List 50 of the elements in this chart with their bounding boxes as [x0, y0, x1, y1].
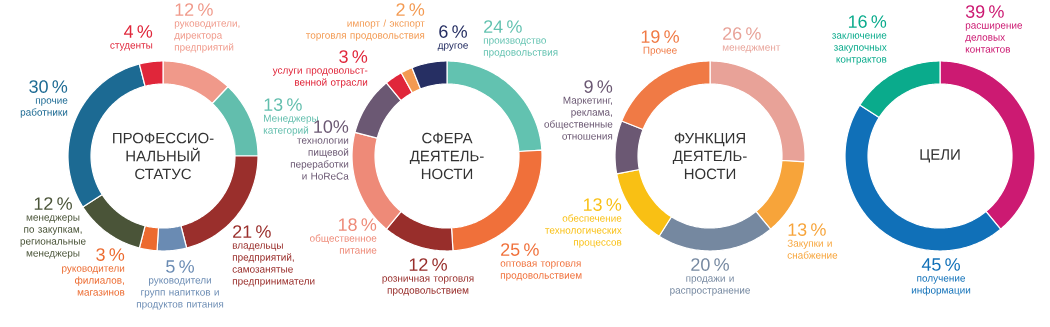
data-label: 30 %	[29, 80, 68, 93]
data-label: 2 %	[396, 3, 425, 16]
slice-label: расширение деловых контактов	[965, 23, 1023, 53]
slice-label: получение информации	[911, 276, 971, 296]
data-label: 9 %	[584, 80, 613, 93]
data-label: 3 %	[96, 248, 125, 261]
data-label: 25 %	[501, 243, 539, 256]
slice-label: руководители, директора предприятий	[174, 21, 240, 53]
data-label: 20 %	[691, 258, 729, 271]
text: ЦЕЛИ	[920, 149, 960, 163]
data-label: 13 %	[583, 198, 622, 211]
data-label: 19 %	[641, 30, 679, 43]
data-label: 16 %	[848, 15, 887, 28]
slice-label: другое	[437, 43, 468, 51]
slice-label: Прочее	[643, 46, 677, 56]
data-label: 5 %	[166, 260, 194, 273]
slice-label: студенты	[110, 43, 153, 51]
data-label: 12 %	[34, 197, 72, 210]
slice-label: технологии пищевой переработки и HoReCa	[290, 138, 349, 180]
slice-label: импорт / экспорт торговля продовольствия	[305, 19, 425, 41]
slice-label: обеспечение технологических процессов	[545, 214, 622, 248]
data-label: 21 %	[233, 225, 271, 238]
slice-label: производство продовольствия	[483, 38, 558, 58]
text: ПРОФЕССИО-НАЛЬНЫЙ СТАТУС	[113, 132, 214, 180]
data-label: 12 %	[409, 258, 447, 271]
data-label: 18 %	[338, 218, 377, 231]
data-label: 24 %	[484, 20, 522, 33]
slice-label: прочие работники	[20, 98, 68, 118]
data-label: 3 %	[339, 50, 368, 63]
text: ФУНКЦИЯ ДЕЯТЕЛЬ-НОСТИ	[672, 132, 747, 180]
slice-label: руководители филиалов, магазинов	[62, 266, 125, 296]
slice-label: услуги продовольст-венной отрасли	[272, 68, 368, 88]
slice-label: оптовая торговля продовольствием	[500, 261, 582, 281]
data-label: 6 %	[439, 25, 467, 38]
data-label: 26 %	[723, 27, 761, 40]
slice-label: руководители групп напитков и продуктов питания	[136, 278, 224, 310]
slice-label: розничная торговля продовольствием	[382, 276, 474, 296]
slice-label: продажи и распространение	[670, 276, 750, 296]
slice-label: Закупки и снабжение	[787, 239, 838, 259]
data-label: 13 %	[788, 223, 826, 236]
slice-label: заключение закупочных контрактов	[832, 33, 887, 65]
data-label: 45 %	[921, 258, 960, 271]
data-label: 12 %	[175, 3, 213, 16]
slice-label: Маркетинг, реклама, общественные отношения	[544, 96, 613, 140]
slice-label: менеджеры по закупкам, региональные менеджеры	[20, 215, 86, 259]
slice-label: менеджмент	[722, 45, 781, 53]
data-label: 4 %	[123, 25, 153, 38]
data-label: 13 %	[264, 98, 302, 111]
data-label: 39 %	[965, 5, 1004, 18]
text: СФЕРА ДЕЯТЕЛЬ-НОСТИ	[409, 132, 484, 180]
